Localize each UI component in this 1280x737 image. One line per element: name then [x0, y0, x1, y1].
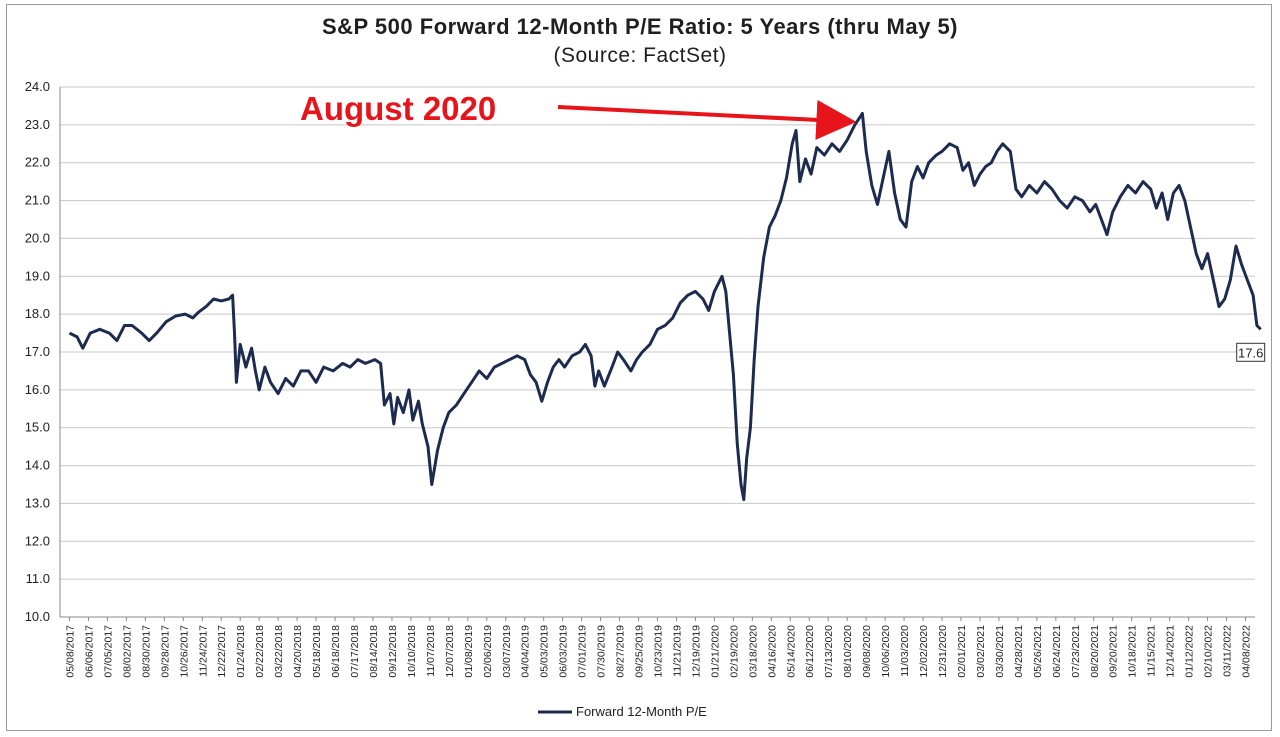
series-layer	[68, 112, 1262, 502]
x-tick-label: 04/04/2019	[520, 625, 532, 678]
y-tick-label: 24.0	[25, 79, 50, 94]
x-tick-label: 03/11/2022	[1222, 625, 1234, 677]
x-tick-label: 04/08/2022	[1241, 625, 1253, 678]
x-tick-label: 06/24/2021	[1051, 625, 1063, 678]
last-value-label: 17.6	[1238, 345, 1263, 360]
x-tick-label: 01/08/2019	[463, 625, 475, 678]
y-tick-label: 23.0	[25, 117, 50, 132]
gridlines	[60, 86, 1255, 618]
x-tick-label: 08/02/2017	[121, 625, 133, 678]
x-tick-label: 06/18/2018	[330, 625, 342, 678]
y-tick-label: 17.0	[25, 344, 50, 359]
x-tick-label: 12/22/2017	[216, 625, 228, 678]
series-line	[68, 112, 1262, 502]
x-tick-label: 07/01/2019	[577, 625, 589, 678]
x-tick-label: 08/30/2017	[140, 625, 152, 678]
legend: Forward 12-Month P/E	[538, 704, 707, 719]
x-tick-label: 01/12/2022	[1184, 625, 1196, 678]
x-tick-label: 08/27/2019	[615, 625, 627, 678]
x-tick-label: 07/17/2018	[349, 625, 361, 678]
x-tick-label: 08/20/2021	[1089, 625, 1101, 678]
x-tick-label: 04/28/2021	[1013, 625, 1025, 678]
chart-subtitle: (Source: FactSet)	[553, 44, 727, 67]
y-tick-label: 19.0	[25, 268, 50, 283]
x-tick-label: 09/20/2021	[1108, 625, 1120, 678]
x-tick-label: 10/26/2017	[178, 625, 190, 678]
x-tick-label: 03/07/2019	[501, 625, 513, 678]
annotation-arrow	[557, 99, 857, 140]
y-tick-label: 14.0	[25, 458, 50, 473]
x-tick-label: 07/23/2021	[1070, 625, 1082, 678]
x-axis: 05/08/2017 06/06/2017 07/05/2017 08/02/2017…	[64, 617, 1253, 678]
x-tick-label: 12/14/2021	[1165, 625, 1177, 678]
x-tick-label: 06/03/2019	[558, 625, 570, 678]
annotation: August 2020	[300, 90, 857, 140]
x-tick-label: 05/14/2020	[785, 625, 797, 678]
x-tick-label: 01/21/2020	[709, 625, 721, 678]
x-tick-label: 08/10/2020	[842, 625, 854, 678]
x-tick-label: 06/06/2017	[83, 625, 95, 678]
legend-label: Forward 12-Month P/E	[576, 704, 707, 719]
x-tick-label: 03/18/2020	[747, 625, 759, 678]
x-tick-label: 03/22/2018	[273, 625, 285, 678]
last-value-callout: 17.6	[1236, 342, 1266, 362]
x-tick-label: 11/24/2017	[197, 625, 209, 677]
x-tick-label: 10/10/2018	[406, 625, 418, 678]
x-tick-label: 09/12/2018	[387, 625, 399, 678]
y-tick-label: 12.0	[25, 533, 50, 548]
x-tick-label: 05/26/2021	[1032, 625, 1044, 678]
x-tick-label: 05/03/2019	[539, 625, 551, 678]
y-tick-label: 11.0	[26, 571, 50, 586]
y-tick-label: 22.0	[25, 155, 50, 170]
annotation-label: August 2020	[300, 90, 496, 127]
x-tick-label: 06/12/2020	[804, 625, 816, 678]
y-tick-label: 10.0	[25, 609, 50, 624]
x-tick-label: 12/07/2018	[444, 625, 456, 678]
x-tick-label: 12/19/2019	[690, 625, 702, 678]
x-tick-label: 02/22/2018	[254, 625, 266, 678]
x-tick-label: 08/14/2018	[368, 625, 380, 678]
x-tick-label: 11/15/2021	[1146, 625, 1158, 677]
chart-title: S&P 500 Forward 12-Month P/E Ratio: 5 Ye…	[321, 14, 959, 39]
x-tick-label: 10/18/2021	[1127, 625, 1139, 678]
y-tick-label: 13.0	[25, 495, 50, 510]
y-tick-label: 18.0	[25, 306, 50, 321]
x-tick-label: 02/06/2019	[482, 625, 494, 678]
x-tick-label: 11/07/2018	[425, 625, 437, 677]
last-value-box	[1236, 342, 1266, 362]
x-tick-label: 03/02/2021	[975, 625, 987, 678]
x-tick-label: 10/06/2020	[880, 625, 892, 678]
x-tick-label: 02/19/2020	[728, 625, 740, 678]
x-tick-label: 07/30/2019	[596, 625, 608, 678]
x-tick-label: 05/18/2018	[311, 625, 323, 678]
x-tick-label: 03/30/2021	[994, 625, 1006, 678]
x-tick-label: 11/03/2020	[899, 625, 911, 677]
x-tick-label: 04/20/2018	[292, 625, 304, 678]
y-tick-label: 15.0	[25, 420, 50, 435]
y-axis: 10.0 11.0 12.0 13.0 14.0 15.0 16.0 17.0 18.0 19.0…	[25, 79, 61, 624]
x-tick-label: 07/13/2020	[823, 625, 835, 678]
x-tick-label: 07/05/2017	[102, 625, 114, 678]
x-tick-label: 12/31/2020	[937, 625, 949, 678]
x-tick-label: 09/25/2019	[634, 625, 646, 678]
y-tick-label: 16.0	[25, 382, 50, 397]
x-tick-label: 12/02/2020	[918, 625, 930, 678]
x-tick-label: 02/01/2021	[956, 625, 968, 678]
y-tick-label: 21.0	[25, 193, 50, 208]
x-tick-label: 09/28/2017	[159, 625, 171, 678]
x-tick-label: 11/21/2019	[671, 625, 683, 677]
x-tick-label: 10/23/2019	[653, 625, 665, 678]
x-tick-label: 04/16/2020	[766, 625, 778, 678]
x-tick-label: 09/08/2020	[861, 625, 873, 678]
x-tick-label: 05/08/2017	[64, 625, 76, 678]
y-tick-label: 20.0	[25, 230, 50, 245]
x-tick-label: 02/10/2022	[1203, 625, 1215, 678]
x-tick-label: 01/24/2018	[235, 625, 247, 678]
